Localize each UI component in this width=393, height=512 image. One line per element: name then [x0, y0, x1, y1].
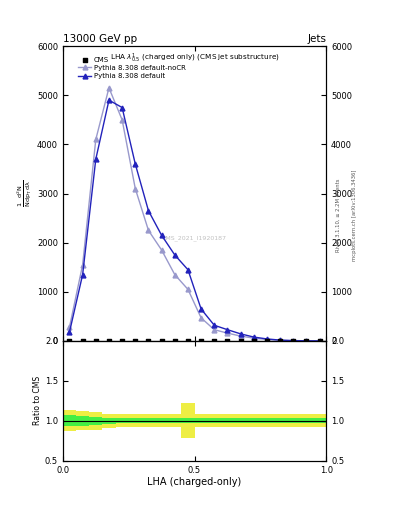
Line: Pythia 8.308 default-noCR: Pythia 8.308 default-noCR [67, 86, 322, 344]
Pythia 8.308 default [317, 338, 322, 344]
Pythia 8.308 default [264, 336, 269, 342]
Pythia 8.308 default-noCR [278, 337, 283, 344]
Pythia 8.308 default [120, 104, 125, 111]
Pythia 8.308 default-noCR [238, 333, 243, 339]
Pythia 8.308 default [225, 327, 230, 333]
Pythia 8.308 default-noCR [291, 337, 296, 344]
CMS [106, 337, 112, 345]
Y-axis label: $\frac{1}{\rm N}\frac{{\rm d}^2N}{{\rm d}p_T\,{\rm d}\lambda}$: $\frac{1}{\rm N}\frac{{\rm d}^2N}{{\rm d… [16, 180, 34, 207]
Pythia 8.308 default [185, 267, 190, 273]
CMS [66, 337, 73, 345]
Pythia 8.308 default [199, 306, 204, 312]
Text: LHA $\lambda^{1}_{0.5}$ (charged only) (CMS jet substructure): LHA $\lambda^{1}_{0.5}$ (charged only) (… [110, 52, 279, 65]
CMS [264, 337, 270, 345]
Pythia 8.308 default [278, 337, 283, 343]
CMS [93, 337, 99, 345]
Pythia 8.308 default-noCR [212, 327, 217, 333]
CMS [237, 337, 244, 345]
Pythia 8.308 default-noCR [304, 338, 309, 344]
Pythia 8.308 default-noCR [252, 335, 256, 341]
Pythia 8.308 default-noCR [67, 324, 72, 330]
Pythia 8.308 default-noCR [120, 117, 125, 123]
CMS [158, 337, 165, 345]
Pythia 8.308 default [212, 322, 217, 328]
Pythia 8.308 default [291, 337, 296, 344]
Pythia 8.308 default-noCR [185, 286, 190, 292]
Pythia 8.308 default-noCR [199, 315, 204, 321]
Pythia 8.308 default [173, 252, 177, 258]
Text: Jets: Jets [307, 33, 326, 44]
Text: Rivet 3.1.10, ≥ 2.2M events: Rivet 3.1.10, ≥ 2.2M events [336, 178, 341, 252]
CMS [290, 337, 296, 345]
CMS [119, 337, 125, 345]
Pythia 8.308 default-noCR [317, 338, 322, 344]
Pythia 8.308 default [94, 156, 98, 162]
CMS [316, 337, 323, 345]
CMS [211, 337, 217, 345]
Pythia 8.308 default [67, 329, 72, 335]
Pythia 8.308 default-noCR [225, 330, 230, 336]
Pythia 8.308 default-noCR [107, 85, 111, 91]
CMS [132, 337, 138, 345]
Legend: CMS, Pythia 8.308 default-noCR, Pythia 8.308 default: CMS, Pythia 8.308 default-noCR, Pythia 8… [77, 55, 187, 80]
CMS [79, 337, 86, 345]
CMS [303, 337, 310, 345]
Pythia 8.308 default-noCR [133, 185, 138, 191]
Pythia 8.308 default-noCR [80, 262, 85, 268]
CMS [277, 337, 283, 345]
Text: 13000 GeV pp: 13000 GeV pp [63, 33, 137, 44]
CMS [224, 337, 231, 345]
Pythia 8.308 default-noCR [146, 227, 151, 233]
Line: Pythia 8.308 default: Pythia 8.308 default [67, 98, 322, 344]
Pythia 8.308 default-noCR [159, 247, 164, 253]
Pythia 8.308 default [238, 331, 243, 337]
CMS [198, 337, 204, 345]
Pythia 8.308 default [304, 338, 309, 344]
Y-axis label: Ratio to CMS: Ratio to CMS [33, 376, 42, 425]
Pythia 8.308 default-noCR [94, 136, 98, 142]
Pythia 8.308 default [146, 208, 151, 214]
CMS [145, 337, 152, 345]
CMS [185, 337, 191, 345]
Text: mcplots.cern.ch [arXiv:1306.3436]: mcplots.cern.ch [arXiv:1306.3436] [352, 169, 357, 261]
Pythia 8.308 default [80, 271, 85, 278]
CMS [251, 337, 257, 345]
Pythia 8.308 default-noCR [264, 336, 269, 343]
Text: CMS_2021_I1920187: CMS_2021_I1920187 [162, 235, 227, 241]
Pythia 8.308 default-noCR [173, 271, 177, 278]
CMS [172, 337, 178, 345]
Pythia 8.308 default [252, 334, 256, 340]
Pythia 8.308 default [107, 97, 111, 103]
Pythia 8.308 default [133, 161, 138, 167]
Pythia 8.308 default [159, 232, 164, 239]
X-axis label: LHA (charged-only): LHA (charged-only) [147, 477, 242, 487]
